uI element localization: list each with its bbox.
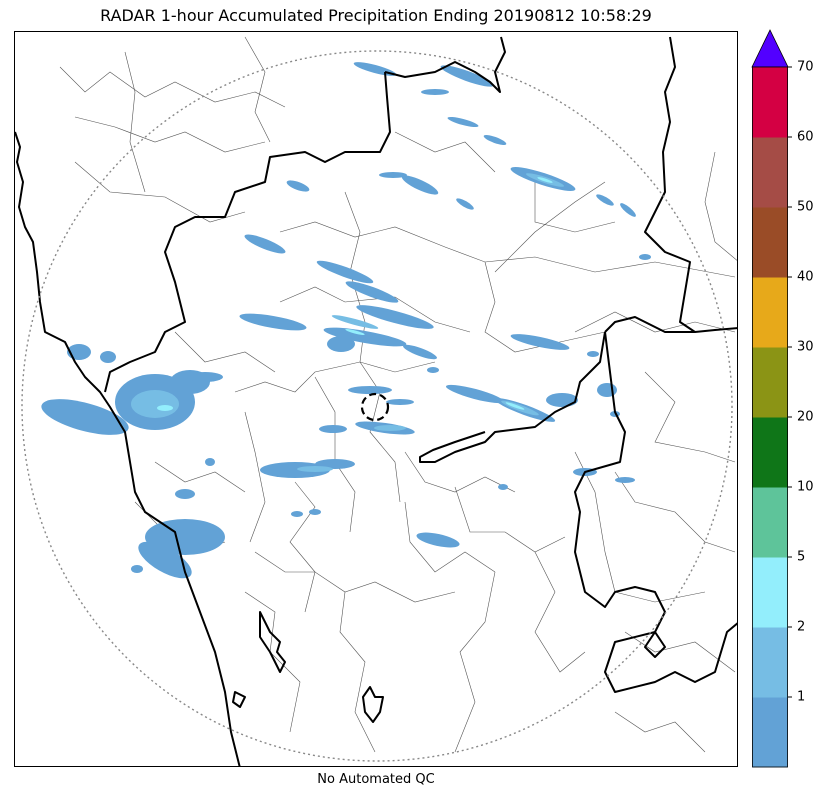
colorbar-tick-label: 70 [797,59,814,75]
colorbar-tick-label: 2 [797,619,806,635]
precipitation-echoes [41,62,651,579]
colorbar-bin-50-60 [752,137,788,208]
district-boundaries [59,36,737,753]
precipitation-colorbar [751,29,792,768]
colorbar-frame [752,66,788,768]
colorbar-extend-arrow [751,29,789,68]
colorbar-tick-label: 1 [797,689,806,705]
colorbar-bin-1-2 [752,627,788,698]
colorbar-bin-10-20 [752,417,788,488]
colorbar-tick-label: 5 [797,549,806,565]
colorbar-bin-0-1 [752,697,788,768]
colorbar-tick-label: 50 [797,199,814,215]
colorbar-tick-label: 40 [797,269,814,285]
radar-site-marker [360,392,390,422]
colorbar-tick-label: 10 [797,479,814,495]
radar-map-canvas [15,36,737,766]
colorbar-tick-label: 30 [797,339,814,355]
colorbar-bin-5-10 [752,487,788,558]
colorbar-bin-30-40 [752,277,788,348]
map-title: RADAR 1-hour Accumulated Precipitation E… [100,6,652,25]
qc-note: No Automated QC [317,772,435,787]
radar-map [14,31,738,767]
radar-range-ring [21,50,733,762]
colorbar-bin-40-50 [752,207,788,278]
colorbar-tick-label: 20 [797,409,814,425]
state-boundaries [15,36,737,766]
colorbar-bin-2-5 [752,557,788,628]
colorbar-bin-20-30 [752,347,788,418]
colorbar-tick-label: 60 [797,129,814,145]
colorbar-bin-60-70 [752,67,788,138]
